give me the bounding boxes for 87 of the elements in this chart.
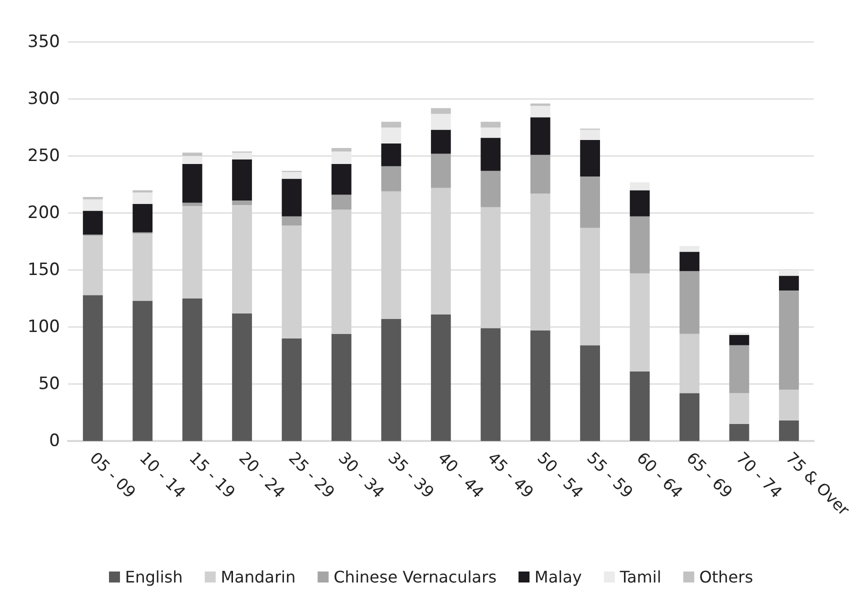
y-tick-label: 200 <box>28 203 60 223</box>
bar <box>778 290 799 390</box>
bar <box>82 210 103 235</box>
bar <box>480 170 501 208</box>
bar <box>680 252 700 272</box>
bar <box>530 117 550 155</box>
bar <box>332 334 352 441</box>
bar <box>182 298 202 441</box>
bar <box>729 334 750 346</box>
bar <box>282 216 302 226</box>
bar <box>82 236 103 296</box>
bar <box>232 205 252 314</box>
bar <box>630 190 650 216</box>
bar <box>381 128 402 144</box>
bar <box>630 273 650 372</box>
bar <box>729 345 750 394</box>
bar <box>182 164 202 203</box>
bar <box>680 246 700 252</box>
bar <box>630 371 650 441</box>
bar <box>430 314 451 441</box>
bar <box>680 334 700 394</box>
bar <box>282 172 302 179</box>
bar <box>430 154 451 188</box>
bar <box>282 226 302 338</box>
bar <box>332 148 352 152</box>
bar <box>132 192 153 204</box>
bar <box>430 108 451 114</box>
bar <box>680 393 700 441</box>
y-tick-label: 100 <box>28 317 60 337</box>
bar <box>729 393 750 424</box>
bar <box>182 202 202 206</box>
bar <box>580 176 600 228</box>
legend-label: Malay <box>534 568 582 586</box>
bar <box>480 207 501 328</box>
bar <box>182 152 202 156</box>
bar <box>282 178 302 216</box>
bar <box>282 338 302 441</box>
bar <box>430 130 451 154</box>
bar <box>82 199 103 211</box>
bar <box>530 154 550 194</box>
y-tick-label: 300 <box>28 89 60 109</box>
bar <box>580 228 600 346</box>
bar <box>580 130 600 140</box>
legend-label: Others <box>699 568 754 586</box>
legend-label: English <box>124 568 183 586</box>
bar <box>232 313 252 441</box>
y-tick-label: 150 <box>28 260 60 280</box>
legend-label: Mandarin <box>220 568 296 586</box>
bar <box>381 319 402 441</box>
legend-label: Tamil <box>618 568 662 586</box>
bar <box>332 164 352 195</box>
bar <box>430 114 451 130</box>
bar <box>778 420 799 441</box>
y-tick-label: 0 <box>49 431 60 451</box>
bar <box>630 182 650 190</box>
bar <box>132 204 153 232</box>
bar <box>132 234 153 301</box>
bar <box>182 206 202 298</box>
bar <box>778 390 799 420</box>
bar <box>232 200 252 206</box>
bar <box>480 122 501 128</box>
bar <box>480 138 501 171</box>
bar <box>381 191 402 320</box>
bar <box>580 345 600 441</box>
bar <box>680 271 700 334</box>
bar <box>381 166 402 192</box>
bar <box>480 128 501 138</box>
y-tick-label: 250 <box>28 146 60 166</box>
bar <box>82 295 103 441</box>
bar <box>778 276 799 291</box>
legend-label: Chinese Vernaculars <box>334 568 497 586</box>
bar <box>232 159 252 200</box>
y-tick-label: 350 <box>28 32 60 52</box>
bar <box>332 210 352 334</box>
bar <box>630 216 650 274</box>
bar <box>381 122 402 128</box>
bar <box>530 194 550 330</box>
bar <box>430 188 451 314</box>
y-tick-label: 50 <box>38 374 60 394</box>
bar <box>530 106 550 118</box>
bar <box>332 194 352 210</box>
bar <box>381 143 402 166</box>
bar <box>480 328 501 441</box>
bar <box>530 330 550 441</box>
bar <box>729 424 750 441</box>
bar <box>132 300 153 441</box>
bar <box>580 140 600 177</box>
